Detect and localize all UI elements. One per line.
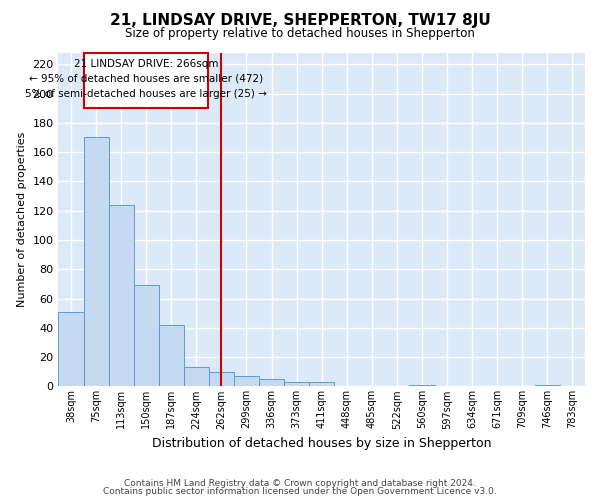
Text: Contains HM Land Registry data © Crown copyright and database right 2024.: Contains HM Land Registry data © Crown c… bbox=[124, 478, 476, 488]
Text: Contains public sector information licensed under the Open Government Licence v3: Contains public sector information licen… bbox=[103, 487, 497, 496]
Bar bbox=[234, 376, 259, 386]
Text: Size of property relative to detached houses in Shepperton: Size of property relative to detached ho… bbox=[125, 28, 475, 40]
Text: 21 LINDSAY DRIVE: 266sqm
← 95% of detached houses are smaller (472)
5% of semi-d: 21 LINDSAY DRIVE: 266sqm ← 95% of detach… bbox=[25, 59, 267, 98]
Bar bbox=[159, 325, 184, 386]
Bar bbox=[134, 286, 159, 386]
Y-axis label: Number of detached properties: Number of detached properties bbox=[17, 132, 27, 307]
Bar bbox=[84, 52, 208, 108]
Bar bbox=[184, 368, 209, 386]
Bar bbox=[58, 312, 83, 386]
Bar bbox=[409, 385, 434, 386]
Bar bbox=[309, 382, 334, 386]
Bar bbox=[209, 372, 234, 386]
Text: 21, LINDSAY DRIVE, SHEPPERTON, TW17 8JU: 21, LINDSAY DRIVE, SHEPPERTON, TW17 8JU bbox=[110, 12, 490, 28]
Bar bbox=[109, 205, 134, 386]
X-axis label: Distribution of detached houses by size in Shepperton: Distribution of detached houses by size … bbox=[152, 437, 491, 450]
Bar bbox=[83, 138, 109, 386]
Bar bbox=[259, 379, 284, 386]
Bar bbox=[284, 382, 309, 386]
Bar bbox=[535, 385, 560, 386]
